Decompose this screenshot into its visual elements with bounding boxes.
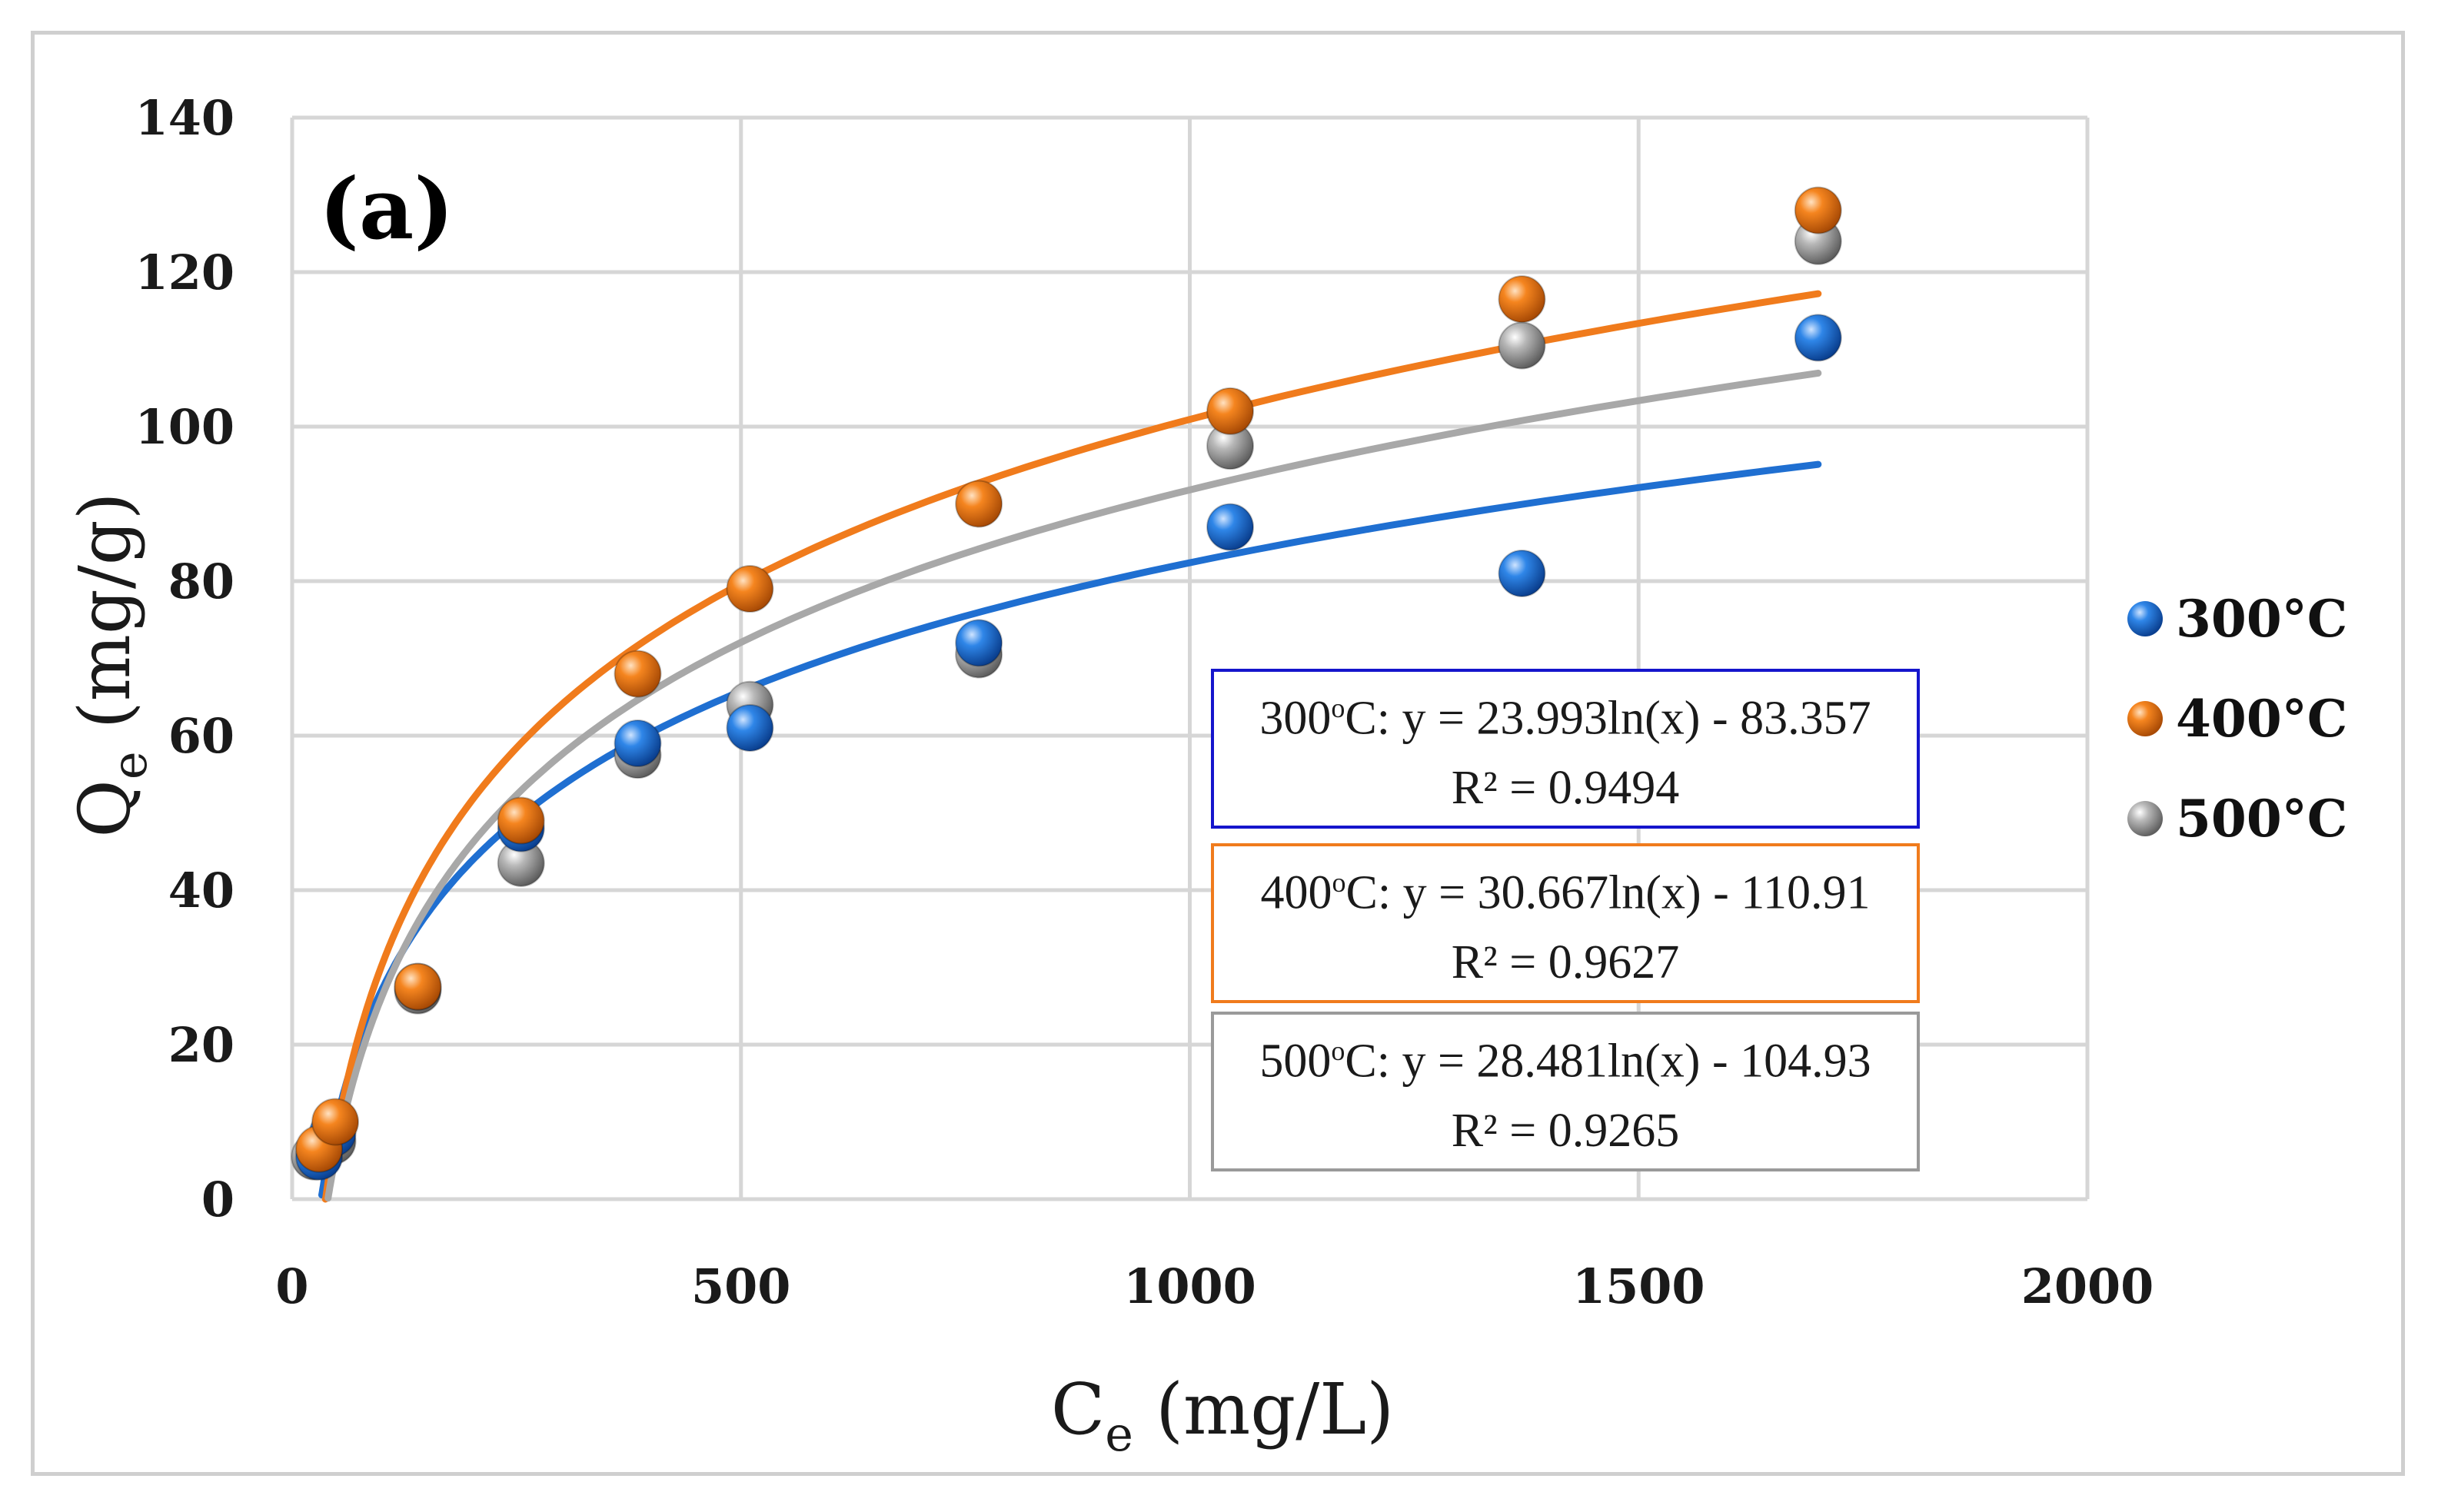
data-point-400 <box>1794 186 1842 234</box>
x-tick-label: 2000 <box>2021 1258 2154 1314</box>
y-tick-label: 140 <box>135 90 234 146</box>
equation-400: 400oC: y = 30.667ln(x) - 110.91 <box>1260 866 1871 919</box>
data-point-400 <box>614 650 662 698</box>
r2-500: R² = 0.9265 <box>1451 1104 1680 1157</box>
y-axis-title-rest: (mg/g) <box>64 492 146 751</box>
data-point-300 <box>1794 314 1842 362</box>
x-tick-label: 1500 <box>1572 1258 1705 1314</box>
r2-400: R² = 0.9627 <box>1451 935 1680 989</box>
legend-label-300: 300°C <box>2176 589 2347 649</box>
y-axis-title: Qe (mg/g) <box>64 492 158 837</box>
legend: 300°C 400°C 500°C <box>2127 589 2347 849</box>
data-point-500 <box>1498 321 1546 370</box>
data-point-400 <box>1498 275 1546 324</box>
y-tick-label: 80 <box>168 553 234 610</box>
y-tick-label: 60 <box>168 708 234 764</box>
x-tick-label: 500 <box>691 1258 790 1314</box>
r2-300: R² = 0.9494 <box>1451 761 1680 814</box>
equation-box-300: 300oC: y = 23.993ln(x) - 83.357 R² = 0.9… <box>1211 669 1920 829</box>
data-point-400 <box>497 796 545 845</box>
data-point-300 <box>1206 503 1255 551</box>
equation-500: 500oC: y = 28.481ln(x) - 104.93 <box>1259 1035 1871 1088</box>
legend-marker-400 <box>2127 701 2163 736</box>
y-tick-label: 40 <box>168 862 234 919</box>
equation-box-400: 400oC: y = 30.667ln(x) - 110.91 R² = 0.9… <box>1211 843 1920 1003</box>
data-point-400 <box>955 480 1003 528</box>
x-axis-title-main: C <box>1051 1368 1105 1451</box>
legend-marker-300 <box>2127 601 2163 636</box>
equation-300: 300oC: y = 23.993ln(x) - 83.357 <box>1259 692 1871 745</box>
x-axis-title: Ce (mg/L) <box>1051 1368 1394 1462</box>
trendline-500 <box>324 369 1822 1202</box>
legend-label-400: 400°C <box>2176 689 2347 749</box>
y-tick-label: 100 <box>135 399 234 455</box>
y-axis-title-sub: e <box>101 751 158 779</box>
data-point-300 <box>955 619 1003 667</box>
x-axis-title-sub: e <box>1105 1406 1133 1462</box>
data-point-300 <box>614 719 662 768</box>
y-tick-label: 120 <box>135 244 234 301</box>
data-point-400 <box>726 565 774 613</box>
x-tick-label: 1000 <box>1123 1258 1256 1314</box>
x-tick-label: 0 <box>275 1258 308 1314</box>
data-point-400 <box>311 1098 360 1146</box>
y-tick-label: 0 <box>201 1171 234 1228</box>
legend-label-500: 500°C <box>2176 789 2347 849</box>
data-point-400 <box>394 962 442 1011</box>
data-point-300 <box>726 703 774 752</box>
y-axis-title-main: Q <box>64 779 146 837</box>
legend-marker-500 <box>2127 801 2163 836</box>
panel-label: (a) <box>319 159 454 258</box>
x-axis-title-rest: (mg/L) <box>1133 1368 1394 1451</box>
y-tick-label: 20 <box>168 1017 234 1073</box>
data-point-400 <box>1206 387 1255 435</box>
equation-box-500: 500oC: y = 28.481ln(x) - 104.93 R² = 0.9… <box>1211 1012 1920 1171</box>
data-point-300 <box>1498 549 1546 597</box>
trendline-400 <box>321 290 1822 1203</box>
